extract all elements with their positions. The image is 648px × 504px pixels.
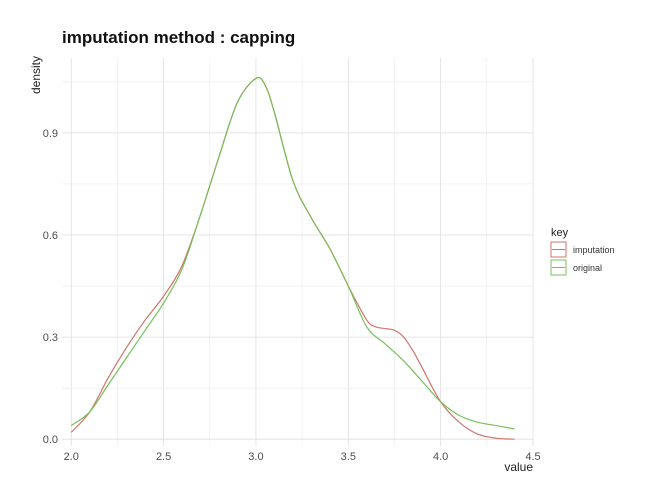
series-lines [70,76,515,440]
grid [62,58,534,446]
y-tick-label: 0.9 [43,128,58,140]
x-axis-title: value [504,460,533,474]
chart-title: imputation method : capping [62,28,295,47]
x-tick-label: 2.0 [64,451,79,463]
y-tick-label: 0.0 [43,434,58,446]
x-tick-label: 4.5 [525,451,540,463]
y-axis-title: density [29,56,43,94]
x-tick-label: 2.5 [156,451,171,463]
x-tick-label: 3.5 [341,451,356,463]
legend-title: key [551,227,569,239]
y-tick-label: 0.6 [43,230,58,242]
legend-label-imputation: imputation [573,245,615,255]
y-tick-label: 0.3 [43,332,58,344]
series-line-original [70,76,515,430]
legend-label-original: original [573,263,602,273]
series-line-imputation [70,76,515,440]
x-tick-label: 4.0 [433,451,448,463]
legend-items: imputation original [550,241,615,276]
x-tick-label: 3.0 [248,451,263,463]
legend: key imputation original [550,227,615,276]
tick-labels: 2.0 2.5 3.0 3.5 4.0 4.5 0.0 0.3 0.6 0.9 [43,128,541,463]
